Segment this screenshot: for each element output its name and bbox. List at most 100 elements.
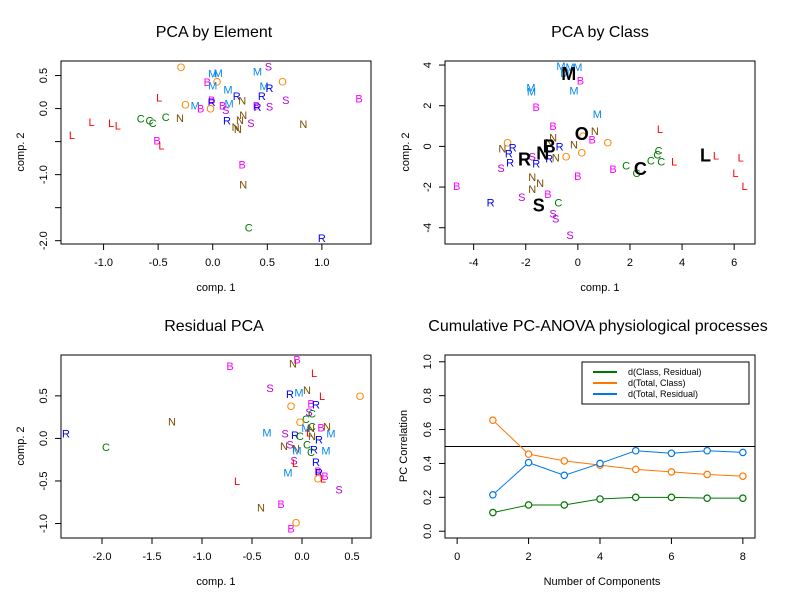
series-marker <box>524 450 533 458</box>
series-marker <box>667 449 676 458</box>
y-tick-label: 0.6 <box>422 422 434 437</box>
data-point-C: C <box>102 442 110 454</box>
data-point-O: O <box>503 137 512 149</box>
series-marker <box>560 501 569 509</box>
data-point-C: C <box>632 168 640 180</box>
data-point-S: S <box>247 118 254 130</box>
series-marker <box>631 465 640 474</box>
class-centroid-M: M <box>561 64 576 84</box>
chart-title: Cumulative PC-ANOVA physiological proces… <box>428 318 767 335</box>
legend: d(Class, Residual)d(Total, Class)d(Total… <box>581 361 750 405</box>
data-point-B: B <box>153 135 160 147</box>
data-point-L: L <box>738 153 744 165</box>
x-tick-label: 0.5 <box>260 257 275 269</box>
data-point-L: L <box>108 118 114 130</box>
x-tick-label: 0 <box>454 551 460 563</box>
data-point-C: C <box>296 431 304 443</box>
series-marker <box>489 490 497 499</box>
data-point-M: M <box>573 62 582 74</box>
data-point-B: B <box>355 94 362 106</box>
plot-frame <box>60 354 372 539</box>
x-tick-label: 0 <box>575 257 581 269</box>
series-marker <box>489 508 497 517</box>
y-tick-label: 0 <box>422 143 434 149</box>
data-point-L: L <box>234 476 240 488</box>
data-point-L: L <box>156 92 162 104</box>
class-centroid-N: N <box>536 144 549 164</box>
x-axis-label: comp. 1 <box>196 282 235 294</box>
data-point-R: R <box>312 399 320 411</box>
data-point-M: M <box>527 87 536 99</box>
class-centroid-R: R <box>518 150 531 170</box>
data-point-O: O <box>278 76 287 88</box>
data-point-N: N <box>234 124 242 136</box>
data-point-S: S <box>552 214 559 226</box>
data-point-R: R <box>233 91 241 103</box>
data-point-B: B <box>307 399 314 411</box>
data-point-B: B <box>197 104 204 116</box>
data-point-C: C <box>149 118 157 130</box>
data-point-C: C <box>303 439 311 451</box>
data-point-S: S <box>286 439 293 451</box>
series-marker <box>524 458 533 467</box>
data-point-N: N <box>239 180 247 192</box>
data-point-N: N <box>168 416 176 428</box>
class-centroid-O: O <box>575 124 589 144</box>
data-point-L: L <box>89 117 95 129</box>
data-point-C: C <box>137 113 145 125</box>
data-point-S: S <box>290 456 297 468</box>
data-point-R: R <box>318 233 326 245</box>
data-point-C: C <box>622 161 630 173</box>
data-point-O: O <box>213 76 222 88</box>
y-tick-label: 4 <box>422 62 434 68</box>
data-point-B: B <box>277 499 284 511</box>
data-point-B: B <box>549 121 556 133</box>
data-point-M: M <box>301 423 310 435</box>
data-point-M: M <box>294 387 303 399</box>
data-point-N: N <box>299 119 307 131</box>
data-point-R: R <box>315 467 323 479</box>
data-point-R: R <box>254 102 262 114</box>
x-tick-label: 0.0 <box>205 257 220 269</box>
data-point-L: L <box>657 124 663 136</box>
x-tick-label: 6 <box>731 257 737 269</box>
series-marker <box>489 416 497 425</box>
data-point-C: C <box>162 112 170 124</box>
y-tick-label: 0.4 <box>422 456 434 471</box>
data-point-S: S <box>266 383 273 395</box>
y-tick-label: -2 <box>422 182 434 192</box>
series-line <box>492 450 743 496</box>
y-tick-label: 0.0 <box>422 524 434 539</box>
data-point-O: O <box>296 417 305 429</box>
x-tick-label: 0.5 <box>344 551 359 563</box>
data-point-M: M <box>593 109 602 121</box>
data-point-O: O <box>356 391 365 403</box>
chart-title: PCA by Class <box>551 24 649 41</box>
series-marker <box>631 493 640 502</box>
y-tick-label: 0.0 <box>38 431 50 446</box>
legend-label: d(Total, Residual) <box>628 389 698 399</box>
series-marker <box>524 501 533 509</box>
data-point-N: N <box>232 122 240 134</box>
x-tick-label: -2.0 <box>93 551 112 563</box>
data-point-L: L <box>69 130 75 142</box>
chart-title: Residual PCA <box>164 318 264 335</box>
data-point-R: R <box>556 141 564 153</box>
data-point-N: N <box>292 444 300 456</box>
y-tick-label: 0.8 <box>422 388 434 403</box>
data-point-M: M <box>321 445 330 457</box>
data-point-N: N <box>236 115 244 127</box>
panel-pca-by-element: PCA by Element comp. 1 comp. 2 -1.0 -0.5 0… <box>15 24 372 294</box>
legend-label: d(Class, Residual) <box>628 367 702 377</box>
data-point-R: R <box>506 158 514 170</box>
data-point-R: R <box>258 91 266 103</box>
data-point-N: N <box>257 502 265 514</box>
data-point-S: S <box>566 230 573 242</box>
data-point-C: C <box>647 156 655 168</box>
data-point-N: N <box>238 96 246 108</box>
data-point-N: N <box>591 126 599 138</box>
data-point-O: O <box>177 62 186 74</box>
data-point-C: C <box>307 447 315 459</box>
data-point-B: B <box>574 171 581 183</box>
data-point-R: R <box>208 97 216 109</box>
